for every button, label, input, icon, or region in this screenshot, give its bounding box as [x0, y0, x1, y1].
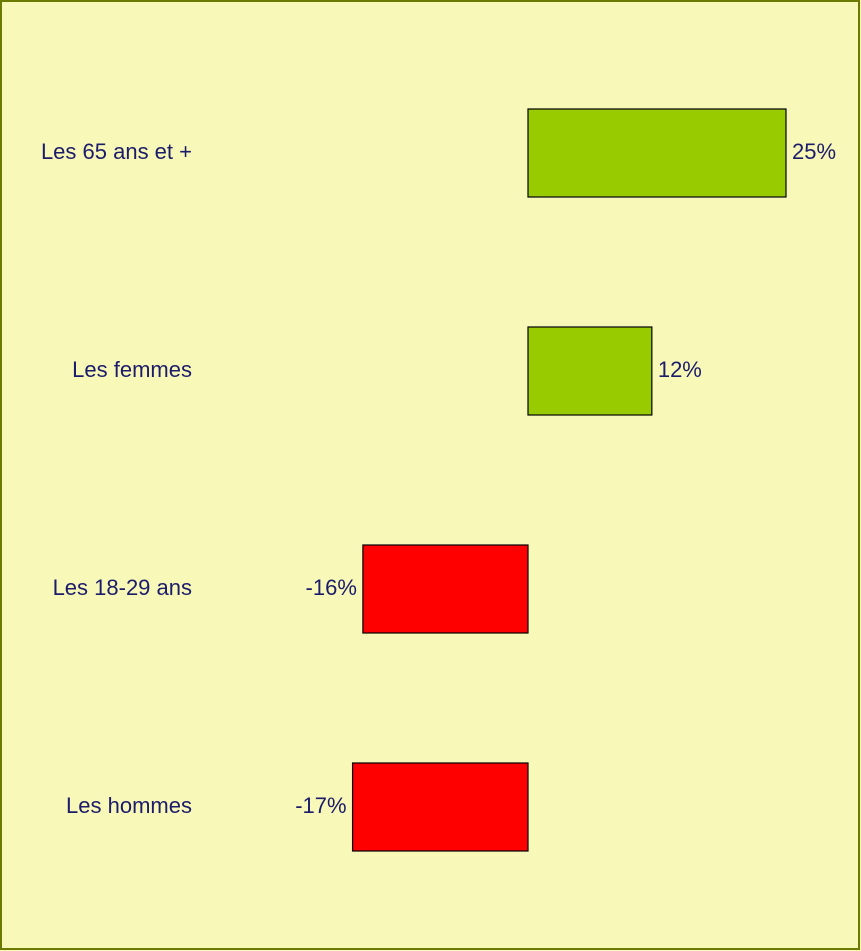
data-label: -17% [295, 793, 346, 818]
data-label: -16% [306, 575, 357, 600]
category-label: Les hommes [66, 793, 192, 818]
data-label: 12% [658, 357, 702, 382]
bar [362, 544, 529, 634]
category-label: Les femmes [72, 357, 192, 382]
bar [351, 762, 529, 852]
bar [527, 108, 787, 198]
category-label: Les 65 ans et + [41, 139, 192, 164]
data-label: 25% [792, 139, 836, 164]
bar [527, 326, 653, 416]
category-label: Les 18-29 ans [53, 575, 192, 600]
